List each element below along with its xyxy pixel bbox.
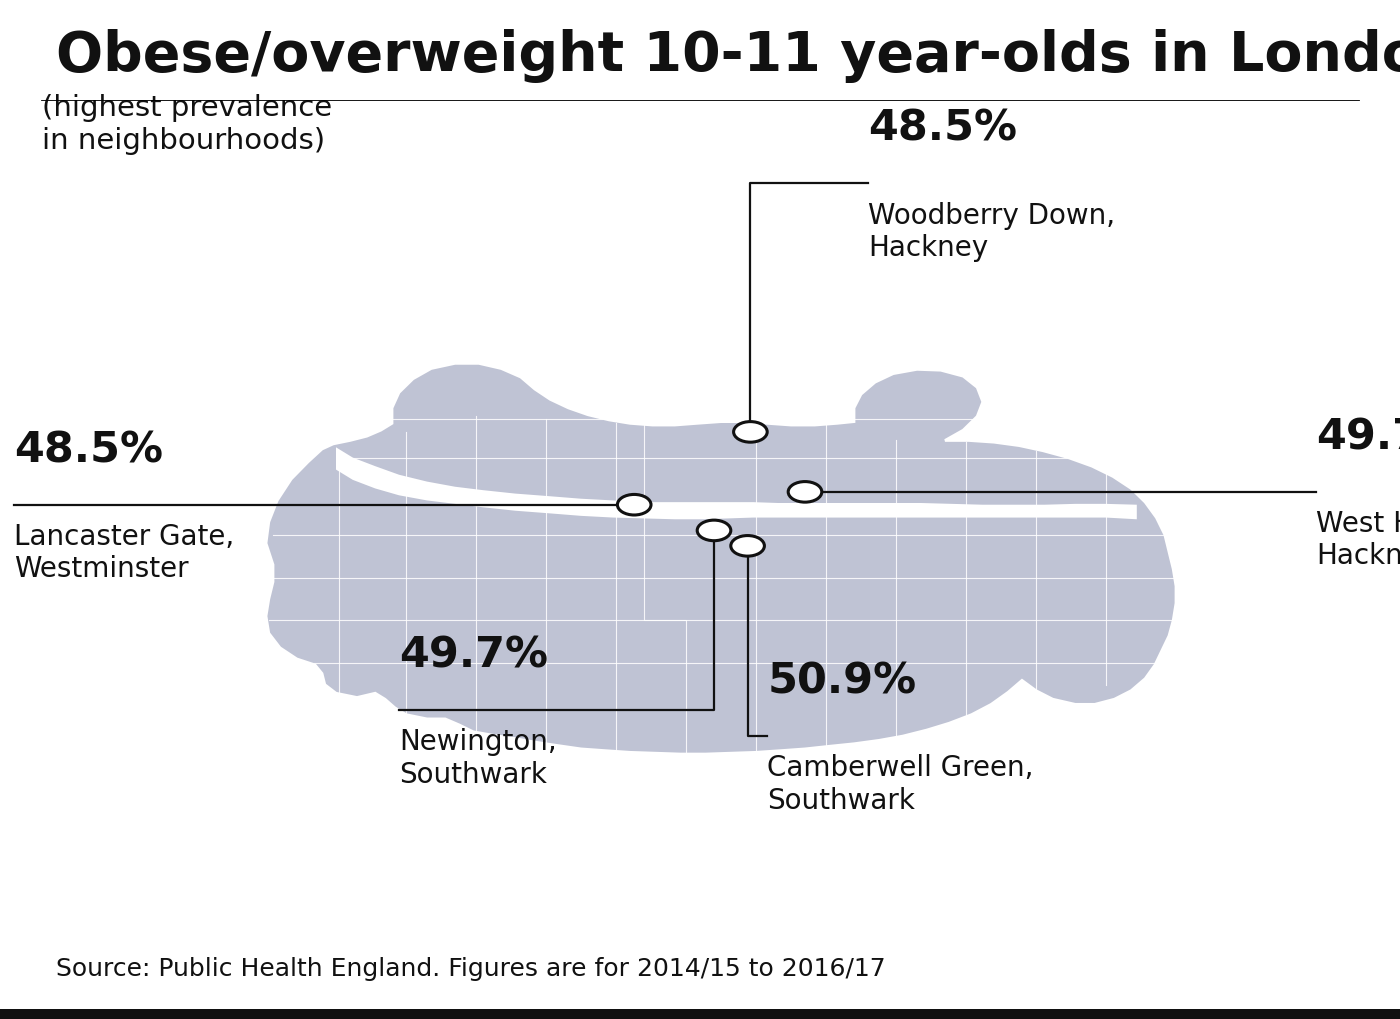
Text: 49.7%: 49.7% xyxy=(1316,416,1400,458)
Circle shape xyxy=(731,536,764,556)
Text: 48.5%: 48.5% xyxy=(14,429,162,471)
Text: Source: Public Health England. Figures are for 2014/15 to 2016/17: Source: Public Health England. Figures a… xyxy=(56,957,886,980)
Text: Woodberry Down,
Hackney: Woodberry Down, Hackney xyxy=(868,202,1116,262)
Text: Lancaster Gate,
Westminster: Lancaster Gate, Westminster xyxy=(14,523,234,583)
Circle shape xyxy=(734,422,767,442)
Text: 48.5%: 48.5% xyxy=(868,108,1016,150)
Circle shape xyxy=(617,495,651,516)
Text: Camberwell Green,
Southwark: Camberwell Green, Southwark xyxy=(767,753,1033,814)
Text: (highest prevalence
in neighbourhoods): (highest prevalence in neighbourhoods) xyxy=(42,95,332,155)
Text: Newington,
Southwark: Newington, Southwark xyxy=(399,728,557,788)
Polygon shape xyxy=(266,364,1176,754)
Text: 49.7%: 49.7% xyxy=(399,634,547,676)
Text: 50.9%: 50.9% xyxy=(767,659,917,702)
Polygon shape xyxy=(336,448,1137,520)
Bar xyxy=(0,1009,1400,1019)
Circle shape xyxy=(788,482,822,502)
Text: West Hoxton,
Hackney: West Hoxton, Hackney xyxy=(1316,510,1400,570)
Text: Obese/overweight 10-11 year-olds in London: Obese/overweight 10-11 year-olds in Lond… xyxy=(56,29,1400,83)
Circle shape xyxy=(697,521,731,541)
Text: PA: PA xyxy=(1278,961,1326,994)
